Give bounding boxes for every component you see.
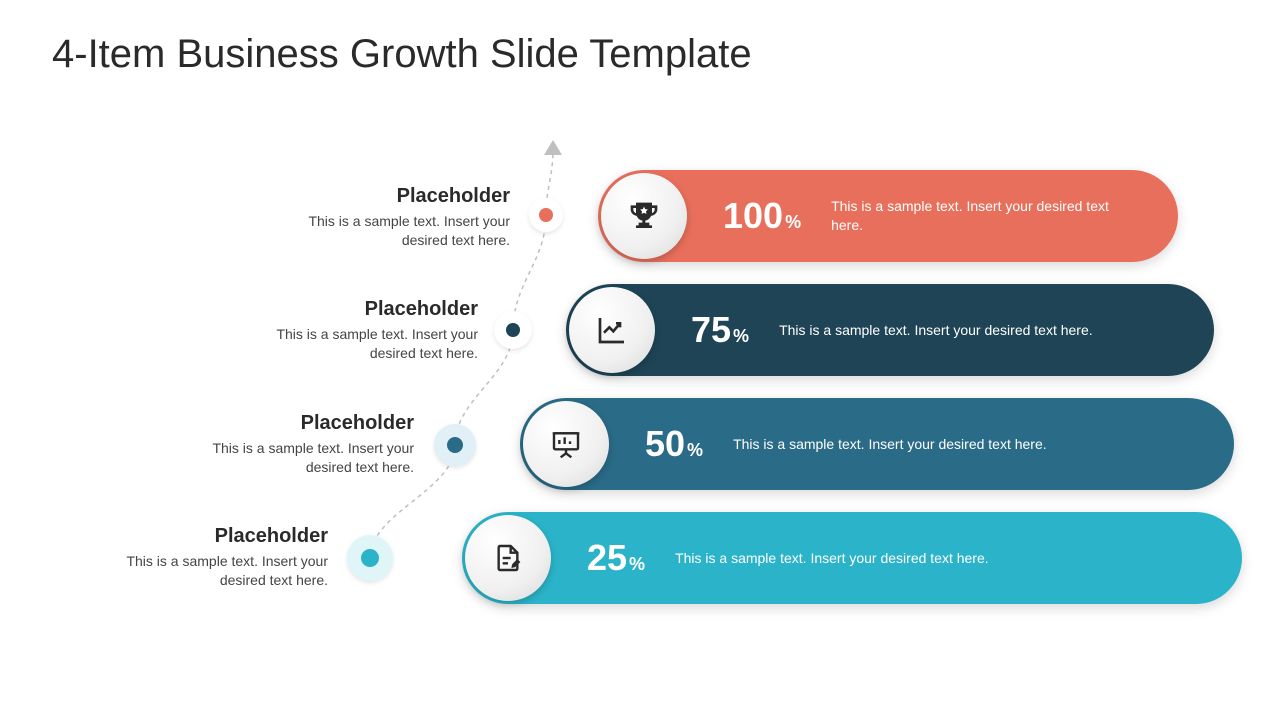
label-description: This is a sample text. Insert your desir… xyxy=(78,552,328,590)
growth-pill-4: 25% This is a sample text. Insert your de… xyxy=(462,512,1242,604)
presentation-icon xyxy=(523,401,609,487)
label-title: Placeholder xyxy=(228,298,478,321)
left-label-1: Placeholder This is a sample text. Insert… xyxy=(260,185,510,250)
label-title: Placeholder xyxy=(78,525,328,548)
percent-value: 75% xyxy=(691,309,749,351)
label-title: Placeholder xyxy=(260,185,510,208)
left-label-3: Placeholder This is a sample text. Insert… xyxy=(164,412,414,477)
pill-description: This is a sample text. Insert your desir… xyxy=(779,321,1133,340)
label-description: This is a sample text. Insert your desir… xyxy=(260,212,510,250)
label-description: This is a sample text. Insert your desir… xyxy=(228,325,478,363)
note-icon xyxy=(465,515,551,601)
percent-value: 100% xyxy=(723,195,801,237)
left-label-2: Placeholder This is a sample text. Insert… xyxy=(228,298,478,363)
percent-value: 25% xyxy=(587,537,645,579)
timeline-dot-2 xyxy=(494,311,532,349)
label-description: This is a sample text. Insert your desir… xyxy=(164,439,414,477)
timeline-dot-1 xyxy=(529,198,563,232)
timeline-dot-3 xyxy=(434,424,476,466)
left-label-4: Placeholder This is a sample text. Insert… xyxy=(78,525,328,590)
percent-value: 50% xyxy=(645,423,703,465)
growth-pill-3: 50% This is a sample text. Insert your de… xyxy=(520,398,1234,490)
chart-icon xyxy=(569,287,655,373)
infographic-canvas: 100% This is a sample text. Insert your d… xyxy=(0,0,1280,720)
label-title: Placeholder xyxy=(164,412,414,435)
growth-pill-2: 75% This is a sample text. Insert your de… xyxy=(566,284,1214,376)
timeline-dot-4 xyxy=(347,535,393,581)
pill-description: This is a sample text. Insert your desir… xyxy=(831,197,1178,235)
trophy-icon xyxy=(601,173,687,259)
pill-description: This is a sample text. Insert your desir… xyxy=(733,435,1087,454)
growth-pill-1: 100% This is a sample text. Insert your d… xyxy=(598,170,1178,262)
pill-description: This is a sample text. Insert your desir… xyxy=(675,549,1029,568)
